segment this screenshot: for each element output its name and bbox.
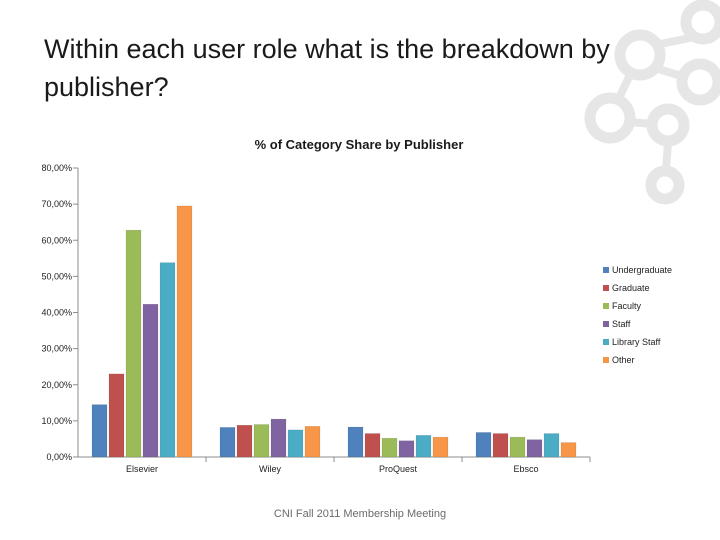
- bar: [492, 433, 509, 458]
- y-tick-label: 60,00%: [41, 235, 72, 245]
- chart-title: % of Category Share by Publisher: [255, 137, 464, 152]
- bar: [364, 433, 381, 458]
- bar: [176, 205, 193, 458]
- bar: [142, 303, 159, 458]
- bar: [398, 440, 415, 458]
- legend-swatch: [603, 285, 609, 291]
- x-tick-label: Elsevier: [126, 464, 158, 474]
- bar: [125, 229, 142, 458]
- bar: [475, 432, 492, 458]
- bar: [253, 424, 270, 458]
- legend-swatch: [603, 339, 609, 345]
- legend-label: Library Staff: [612, 337, 661, 347]
- bar: [543, 433, 560, 458]
- bar: [347, 426, 364, 458]
- bar: [108, 373, 125, 458]
- bar: [159, 262, 176, 458]
- y-tick-label: 50,00%: [41, 271, 72, 281]
- bar: [560, 442, 577, 458]
- y-tick-label: 20,00%: [41, 380, 72, 390]
- footer-text: CNI Fall 2011 Membership Meeting: [273, 508, 447, 520]
- legend-label: Undergraduate: [612, 265, 672, 275]
- x-tick-label: Wiley: [259, 464, 281, 474]
- legend-label: Other: [612, 355, 635, 365]
- y-tick-label: 70,00%: [41, 199, 72, 209]
- bar: [304, 426, 321, 458]
- bar: [381, 437, 398, 458]
- legend-label: Graduate: [612, 283, 650, 293]
- bar: [287, 429, 304, 458]
- y-tick-label: 80,00%: [41, 163, 72, 173]
- legend-label: Staff: [612, 319, 631, 329]
- y-tick-label: 40,00%: [41, 308, 72, 318]
- bar: [270, 418, 287, 458]
- legend-swatch: [603, 303, 609, 309]
- x-tick-label: Ebsco: [513, 464, 538, 474]
- slide-title: Within each user role what is the breakd…: [44, 34, 610, 102]
- legend-swatch: [603, 321, 609, 327]
- bar: [509, 436, 526, 458]
- y-tick-label: 0,00%: [46, 452, 72, 462]
- legend-label: Faculty: [612, 301, 642, 311]
- bar: [415, 435, 432, 458]
- legend-swatch: [603, 357, 609, 363]
- bar: [236, 424, 253, 458]
- bar: [526, 439, 543, 458]
- x-tick-label: ProQuest: [379, 464, 418, 474]
- legend-swatch: [603, 267, 609, 273]
- bar: [219, 427, 236, 458]
- bar: [432, 436, 449, 458]
- y-tick-label: 30,00%: [41, 344, 72, 354]
- bar: [91, 404, 108, 458]
- y-tick-label: 10,00%: [41, 416, 72, 426]
